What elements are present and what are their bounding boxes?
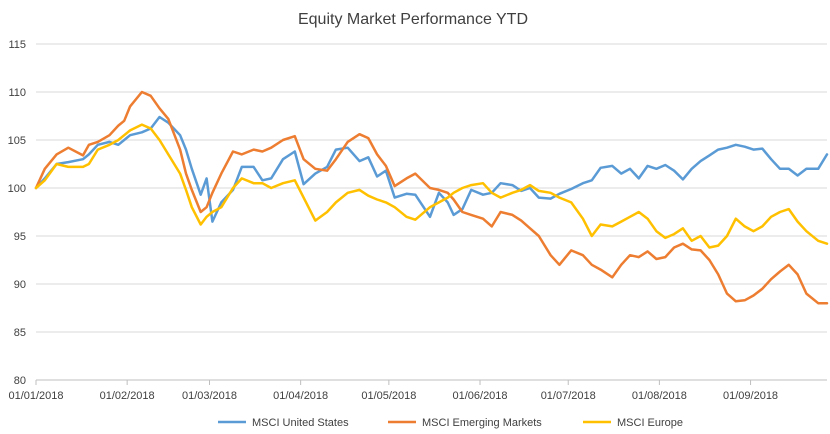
y-tick-label: 100 — [8, 183, 26, 195]
legend-label: MSCI Europe — [617, 417, 683, 429]
x-tick-label: 01/07/2018 — [541, 390, 596, 402]
chart-title: Equity Market Performance YTD — [298, 11, 528, 28]
x-tick-label: 01/02/2018 — [100, 390, 155, 402]
y-tick-label: 80 — [14, 375, 26, 387]
x-tick-label: 01/05/2018 — [361, 390, 416, 402]
y-tick-label: 85 — [14, 327, 26, 339]
x-tick-label: 01/09/2018 — [723, 390, 778, 402]
legend-label: MSCI Emerging Markets — [422, 417, 542, 429]
x-tick-label: 01/08/2018 — [632, 390, 687, 402]
series-line-3 — [34, 123, 829, 249]
x-tick-label: 01/01/2018 — [8, 390, 63, 402]
y-tick-label: 90 — [14, 279, 26, 291]
y-axis-ticks: 80 85 90 95 100 105 110 115 — [8, 39, 26, 387]
x-tick-label: 01/03/2018 — [182, 390, 237, 402]
series-lines — [34, 90, 829, 305]
y-tick-label: 105 — [8, 135, 26, 147]
y-tick-label: 95 — [14, 231, 26, 243]
legend-label: MSCI United States — [252, 417, 349, 429]
x-axis-ticks: 01/01/2018 01/02/2018 01/03/2018 01/04/2018… — [8, 380, 778, 402]
legend: MSCI United States MSCI Emerging Markets M… — [218, 417, 683, 429]
series-line-2 — [34, 90, 829, 305]
x-tick-label: 01/04/2018 — [273, 390, 328, 402]
series-line-1 — [34, 115, 829, 223]
y-tick-label: 110 — [8, 87, 26, 99]
y-tick-label: 115 — [8, 39, 26, 51]
x-tick-label: 01/06/2018 — [452, 390, 507, 402]
